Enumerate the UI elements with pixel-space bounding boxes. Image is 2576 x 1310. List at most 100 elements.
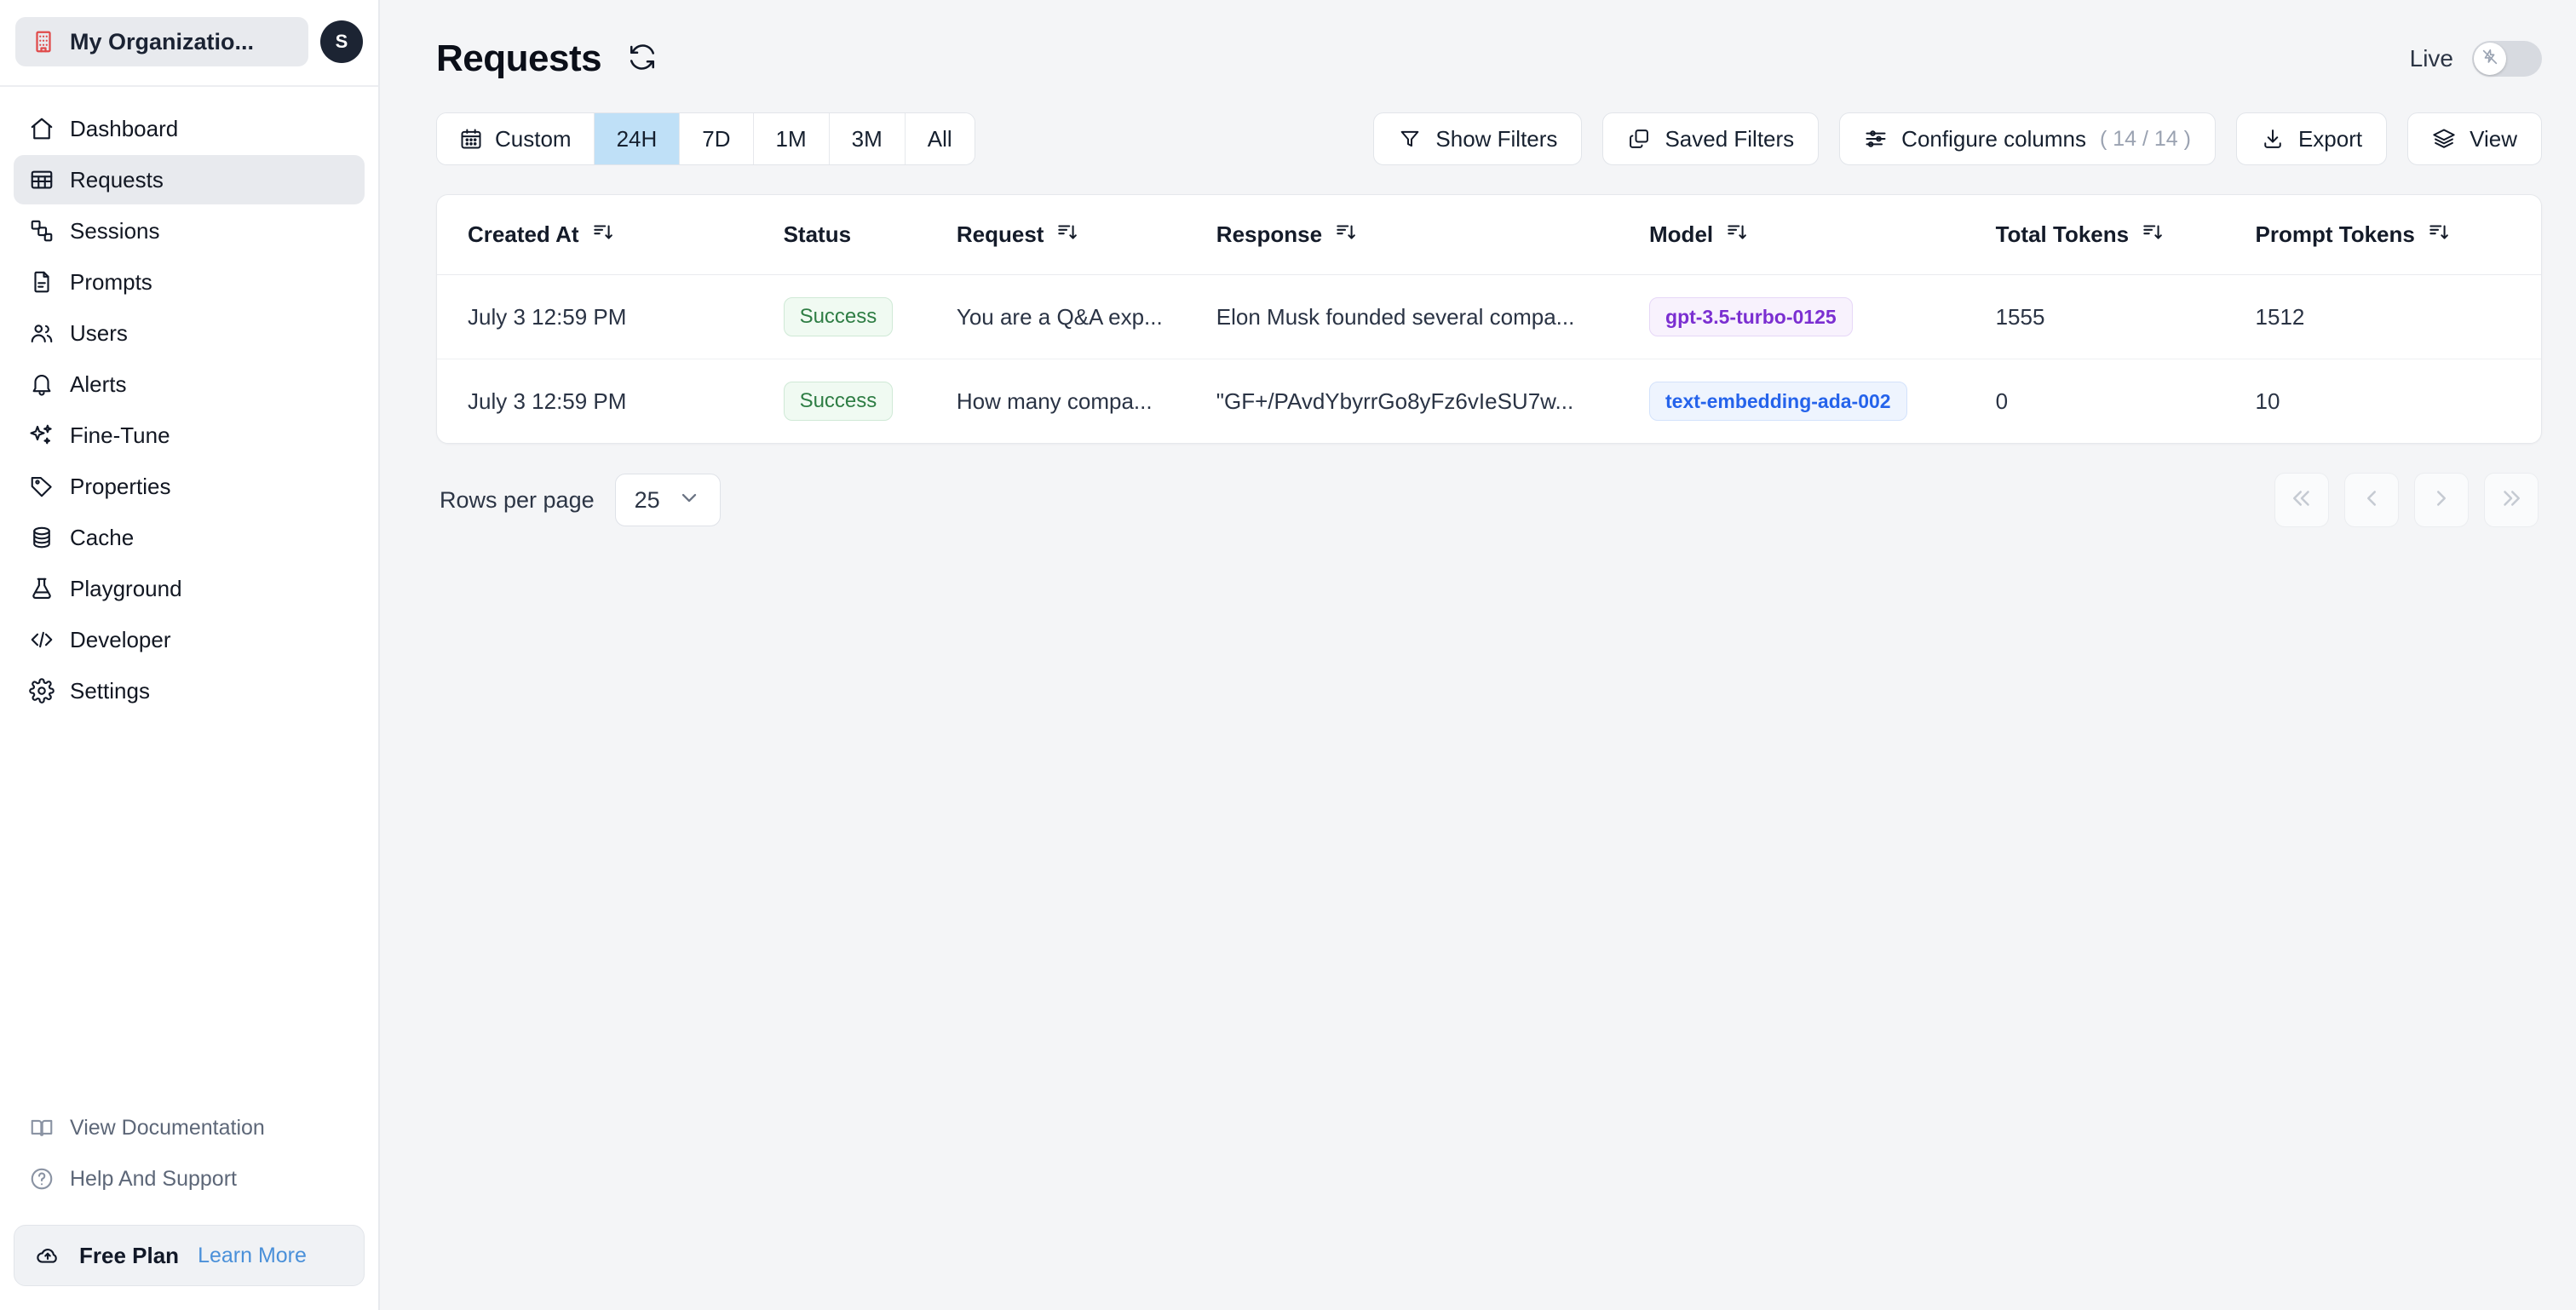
show-filters-button[interactable]: Show Filters <box>1373 112 1583 165</box>
sort-icon[interactable] <box>2141 221 2163 249</box>
sidebar-item-settings[interactable]: Settings <box>14 666 365 715</box>
plan-box[interactable]: Free Plan Learn More <box>14 1225 365 1286</box>
sidebar-item-playground[interactable]: Playground <box>14 564 365 613</box>
column-label: Model <box>1649 221 1714 247</box>
tab-3m[interactable]: 3M <box>829 113 906 164</box>
sidebar-item-fine-tune[interactable]: Fine-Tune <box>14 411 365 460</box>
cell-prompt-tokens: 10 <box>2255 388 2280 414</box>
sidebar-item-cache[interactable]: Cache <box>14 513 365 562</box>
sort-icon[interactable] <box>1334 221 1356 249</box>
bell-icon <box>29 371 55 397</box>
layers-squares-icon <box>29 218 55 244</box>
page-header: Requests Live <box>436 37 2542 80</box>
pagination: Rows per page 25 <box>436 444 2542 527</box>
sidebar-item-label: Users <box>70 319 128 346</box>
table-body: July 3 12:59 PM Success You are a Q&A ex… <box>437 274 2541 444</box>
sidebar-item-label: Prompts <box>70 268 152 295</box>
sidebar-footer: View Documentation Help And Support Free… <box>0 1104 378 1310</box>
sliders-icon <box>1864 127 1888 151</box>
tab-custom[interactable]: Custom <box>437 113 595 164</box>
sidebar-item-sessions[interactable]: Sessions <box>14 206 365 256</box>
avatar[interactable]: S <box>320 20 363 63</box>
column-header-status[interactable]: Status <box>783 195 957 275</box>
cell-created-at: July 3 12:59 PM <box>468 388 627 414</box>
status-badge: Success <box>783 297 894 336</box>
saved-filters-button[interactable]: Saved Filters <box>1602 112 1820 165</box>
tab-all[interactable]: All <box>905 113 975 164</box>
table-row[interactable]: July 3 12:59 PM Success How many compa..… <box>437 359 2541 444</box>
sidebar-item-requests[interactable]: Requests <box>14 155 365 204</box>
refresh-button[interactable] <box>625 42 659 76</box>
view-label: View <box>2470 125 2517 152</box>
table-row[interactable]: July 3 12:59 PM Success You are a Q&A ex… <box>437 274 2541 359</box>
view-button[interactable]: View <box>2407 112 2542 165</box>
cell-response: Elon Musk founded several compa... <box>1216 274 1650 359</box>
column-header-total-tokens[interactable]: Total Tokens <box>1995 195 2256 275</box>
first-page-button[interactable] <box>2274 473 2329 527</box>
chevron-right-icon <box>2429 486 2454 515</box>
sidebar-item-prompts[interactable]: Prompts <box>14 257 365 307</box>
sidebar-item-help-and-support[interactable]: Help And Support <box>14 1155 365 1203</box>
zap-off-icon <box>2481 48 2499 71</box>
pagination-buttons <box>2274 473 2539 527</box>
funnel-icon <box>1398 127 1422 151</box>
model-badge: text-embedding-ada-002 <box>1649 382 1907 421</box>
column-header-request[interactable]: Request <box>956 195 1216 275</box>
last-page-button[interactable] <box>2484 473 2539 527</box>
cell-model: text-embedding-ada-002 <box>1649 359 1996 444</box>
org-switcher[interactable]: My Organizatio... <box>15 17 308 66</box>
prev-page-button[interactable] <box>2344 473 2399 527</box>
cell-total-tokens: 1555 <box>1995 274 2256 359</box>
sort-icon[interactable] <box>1055 221 1078 249</box>
tab-24h[interactable]: 24H <box>594 113 681 164</box>
sidebar-footer-label: View Documentation <box>70 1115 265 1140</box>
sidebar-item-view-documentation[interactable]: View Documentation <box>14 1104 365 1152</box>
sort-icon[interactable] <box>591 221 613 249</box>
export-button[interactable]: Export <box>2235 112 2388 165</box>
status-badge: Success <box>783 382 894 421</box>
saved-filters-label: Saved Filters <box>1665 125 1795 152</box>
sidebar-item-label: Cache <box>70 524 135 550</box>
cell-total-tokens: 0 <box>1995 388 2009 414</box>
column-label: Status <box>783 221 852 247</box>
rows-per-page-select[interactable]: 25 <box>614 474 721 526</box>
show-filters-label: Show Filters <box>1435 125 1558 152</box>
cell-status: Success <box>783 359 957 444</box>
column-label: Total Tokens <box>1995 221 2130 247</box>
configure-columns-button[interactable]: Configure columns ( 14 / 14 ) <box>1839 112 2216 165</box>
gear-icon <box>29 678 55 704</box>
sidebar-item-label: Fine-Tune <box>70 422 170 448</box>
configure-columns-label: Configure columns <box>1901 125 2086 152</box>
live-toggle[interactable] <box>2472 41 2542 77</box>
toolbar: Custom 24H 7D 1M 3M All Show Filters <box>436 112 2542 165</box>
column-header-response[interactable]: Response <box>1216 195 1650 275</box>
sidebar-item-properties[interactable]: Properties <box>14 462 365 511</box>
sidebar-item-developer[interactable]: Developer <box>14 615 365 664</box>
column-header-model[interactable]: Model <box>1649 195 1996 275</box>
plan-learn-more-link[interactable]: Learn More <box>198 1243 307 1267</box>
column-header-prompt-tokens[interactable]: Prompt Tokens <box>2255 195 2541 275</box>
table-icon <box>29 167 55 192</box>
next-page-button[interactable] <box>2414 473 2469 527</box>
chevron-left-icon <box>2359 486 2384 515</box>
tab-label: Custom <box>495 125 572 152</box>
column-label: Created At <box>468 221 579 247</box>
sort-icon[interactable] <box>2427 221 2449 249</box>
tab-1m[interactable]: 1M <box>753 113 830 164</box>
sidebar-item-alerts[interactable]: Alerts <box>14 359 365 409</box>
column-header-created-at[interactable]: Created At <box>437 195 784 275</box>
live-control: Live <box>2410 41 2542 77</box>
plan-name: Free Plan <box>79 1242 180 1268</box>
sort-icon[interactable] <box>1725 221 1747 249</box>
cell-status: Success <box>783 274 957 359</box>
configure-columns-count: ( 14 / 14 ) <box>2099 126 2191 151</box>
sidebar-item-users[interactable]: Users <box>14 308 365 358</box>
chevron-down-icon <box>677 486 701 515</box>
requests-table: Created At Status Request Response <box>437 195 2541 443</box>
building-icon <box>31 29 56 55</box>
tab-7d[interactable]: 7D <box>680 113 754 164</box>
export-label: Export <box>2297 125 2363 152</box>
org-header: My Organizatio... S <box>0 0 378 87</box>
sidebar-item-dashboard[interactable]: Dashboard <box>14 104 365 153</box>
page-title: Requests <box>436 37 602 79</box>
